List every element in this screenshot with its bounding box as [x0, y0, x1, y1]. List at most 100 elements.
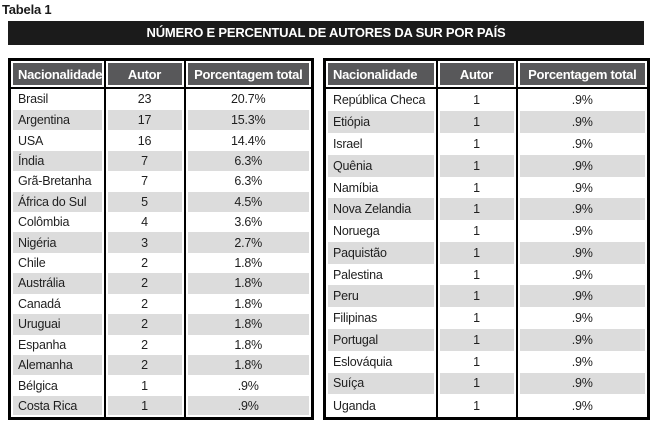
percentage-cell: .9% [515, 88, 649, 112]
percentage-cell: 1.8% [183, 293, 313, 315]
percentage-cell: .9% [515, 372, 649, 395]
country-cell: Colômbia [10, 212, 105, 232]
percentage-cell: 6.3% [183, 150, 313, 172]
table-body: República Checa 1.9% Etiópia 1.9% Israel 1.9%… [324, 88, 649, 419]
country-cell: Etiópia [324, 111, 437, 134]
col-header-autor: Autor [103, 59, 185, 89]
table-row: Brasil 23 20.7% [10, 88, 313, 110]
author-count-cell: 1 [103, 375, 185, 396]
country-cell: Noruega [325, 220, 437, 242]
country-cell: Canadá [10, 294, 105, 314]
country-cell: Austrália [9, 273, 105, 294]
country-cell: Portugal [324, 328, 437, 351]
author-count-cell: 1 [435, 220, 517, 242]
country-cell: Peru [324, 285, 437, 308]
table-body: Brasil 23 20.7% Argentina 17 15.3% USA 16 14.4% Í… [9, 88, 313, 419]
percentage-cell: 4.5% [183, 191, 313, 212]
author-count-cell: 7 [103, 171, 185, 192]
table-row: USA 16 14.4% [10, 130, 313, 151]
table-row: Alemanha 2 1.8% [9, 354, 313, 376]
author-count-cell: 1 [435, 88, 517, 112]
table-row: Canadá 2 1.8% [10, 293, 313, 315]
table-row: Noruega 1.9% [325, 220, 649, 242]
percentage-cell: 6.3% [183, 171, 313, 192]
percentage-cell: 1.8% [183, 354, 313, 376]
table-row: Grã-Bretanha 7 6.3% [10, 171, 313, 192]
percentage-cell: .9% [183, 375, 313, 396]
country-cell: Índia [9, 150, 105, 172]
author-count-cell: 2 [103, 334, 185, 355]
table-row: Espanha 2 1.8% [10, 334, 313, 355]
percentage-cell: .9% [183, 395, 313, 419]
author-count-cell: 1 [435, 133, 517, 155]
author-count-cell: 1 [435, 328, 517, 351]
percentage-cell: .9% [515, 154, 649, 177]
col-header-porcentagem: Porcentagem total [515, 59, 649, 89]
country-cell: Palestina [325, 264, 437, 286]
country-cell: Namíbia [325, 177, 437, 199]
country-cell: Argentina [9, 109, 105, 131]
author-count-cell: 5 [103, 191, 185, 212]
table-row: Colômbia 4 3.6% [10, 211, 313, 233]
table-row: Argentina 17 15.3% [9, 109, 313, 131]
country-cell: Nigéria [9, 232, 105, 253]
author-count-cell: 1 [103, 395, 185, 419]
author-count-cell: 2 [103, 354, 185, 376]
country-cell: Filipinas [325, 307, 437, 329]
table-header: Nacionalidade Autor Porcentagem total [9, 59, 313, 89]
author-count-cell: 17 [103, 109, 185, 131]
author-count-cell: 1 [435, 198, 517, 221]
table-title-bar: NÚMERO E PERCENTUAL DE AUTORES DA SUR PO… [8, 21, 644, 45]
percentage-cell: 15.3% [183, 109, 313, 131]
author-count-cell: 4 [103, 211, 185, 233]
authors-by-country-table-left: Nacionalidade Autor Porcentagem total Br… [8, 58, 314, 420]
percentage-cell: .9% [515, 263, 649, 286]
author-count-cell: 1 [435, 350, 517, 373]
table-row: Quênia 1.9% [324, 154, 649, 177]
table-row: Namíbia 1.9% [325, 176, 649, 199]
table-row: Israel 1.9% [325, 133, 649, 155]
country-cell: Nova Zelandia [324, 198, 437, 221]
table-header: Nacionalidade Autor Porcentagem total [324, 59, 649, 89]
country-cell: Espanha [10, 335, 105, 355]
country-cell: África do Sul [9, 191, 105, 212]
author-count-cell: 2 [103, 314, 185, 335]
country-cell: Costa Rica [9, 395, 105, 419]
country-cell: Eslováquia [325, 351, 437, 373]
author-count-cell: 1 [435, 176, 517, 199]
table-row: República Checa 1.9% [325, 88, 649, 112]
country-cell: Israel [325, 133, 437, 155]
percentage-cell: .9% [515, 285, 649, 308]
author-count-cell: 1 [435, 394, 517, 419]
table-row: Suíça 1.9% [324, 372, 649, 395]
country-cell: Paquistão [324, 241, 437, 264]
country-cell: Uganda [325, 394, 437, 418]
table-row: Uganda 1.9% [325, 394, 649, 419]
author-count-cell: 23 [103, 88, 185, 110]
percentage-cell: 14.4% [183, 130, 313, 151]
country-cell: Alemanha [9, 354, 105, 376]
author-count-cell: 7 [103, 150, 185, 172]
author-count-cell: 1 [435, 154, 517, 177]
table-row: Eslováquia 1.9% [325, 350, 649, 373]
table-row: África do Sul 5 4.5% [9, 191, 313, 212]
author-count-cell: 1 [435, 307, 517, 329]
country-cell: República Checa [325, 88, 437, 111]
author-count-cell: 2 [103, 293, 185, 315]
authors-by-country-table-right: Nacionalidade Autor Porcentagem total Re… [323, 58, 650, 420]
table-row: Bélgica 1.9% [10, 375, 313, 396]
author-count-cell: 1 [435, 285, 517, 308]
country-cell: Chile [10, 253, 105, 273]
percentage-cell: 1.8% [183, 252, 313, 274]
table-row: Nova Zelandia 1.9% [324, 198, 649, 221]
percentage-cell: .9% [515, 176, 649, 199]
table-row: Nigéria 3 2.7% [9, 232, 313, 253]
author-count-cell: 2 [103, 252, 185, 274]
percentage-cell: .9% [515, 394, 649, 419]
author-count-cell: 1 [435, 263, 517, 286]
author-count-cell: 1 [435, 111, 517, 134]
table-row: Chile 2 1.8% [10, 252, 313, 274]
table-row: Filipinas 1.9% [325, 307, 649, 329]
percentage-cell: .9% [515, 307, 649, 329]
